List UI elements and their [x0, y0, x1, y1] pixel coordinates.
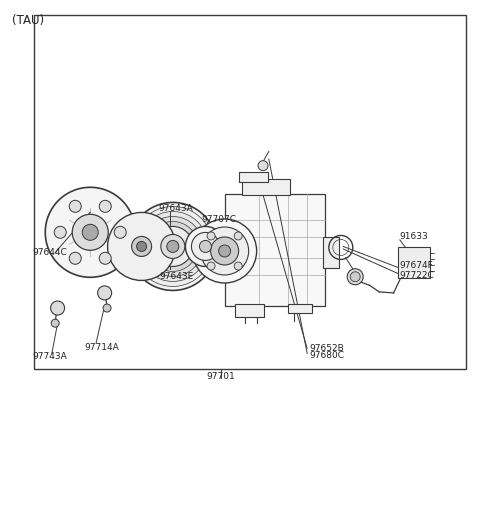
Circle shape	[114, 226, 126, 238]
Circle shape	[69, 200, 81, 212]
Text: 97643E: 97643E	[160, 272, 194, 281]
Circle shape	[50, 301, 65, 315]
Text: 97701: 97701	[206, 372, 235, 381]
Circle shape	[143, 217, 203, 276]
Circle shape	[148, 221, 198, 272]
Text: 97714A: 97714A	[84, 343, 119, 352]
Circle shape	[51, 319, 59, 327]
Bar	[225, 194, 325, 306]
Bar	[398, 247, 430, 278]
Circle shape	[347, 269, 363, 285]
Circle shape	[45, 187, 135, 277]
Bar	[235, 304, 264, 317]
Circle shape	[350, 272, 360, 282]
Text: 97743A: 97743A	[33, 352, 67, 361]
Circle shape	[69, 252, 81, 264]
Circle shape	[207, 232, 215, 240]
Circle shape	[211, 237, 239, 265]
Circle shape	[192, 219, 257, 283]
Text: 97644C: 97644C	[33, 248, 67, 257]
Circle shape	[234, 232, 242, 240]
Circle shape	[82, 224, 98, 240]
Circle shape	[97, 286, 112, 300]
Circle shape	[133, 207, 213, 286]
Circle shape	[103, 304, 111, 312]
Circle shape	[137, 241, 146, 251]
Circle shape	[201, 227, 249, 275]
Circle shape	[207, 262, 215, 270]
Text: 97680C: 97680C	[310, 350, 345, 360]
Circle shape	[219, 245, 231, 257]
Circle shape	[167, 240, 179, 252]
Circle shape	[161, 234, 185, 259]
Text: 97674F: 97674F	[400, 261, 433, 270]
Circle shape	[200, 240, 211, 252]
Circle shape	[129, 203, 217, 290]
Bar	[288, 304, 312, 313]
Circle shape	[185, 226, 226, 267]
Bar	[34, 15, 466, 369]
Circle shape	[192, 232, 219, 261]
Circle shape	[132, 236, 152, 257]
Bar	[323, 237, 339, 268]
Text: 97707C: 97707C	[202, 215, 237, 224]
Circle shape	[108, 213, 176, 280]
Text: 91633: 91633	[400, 232, 429, 241]
Text: (TAU): (TAU)	[12, 14, 44, 27]
Circle shape	[99, 200, 111, 212]
Bar	[239, 172, 268, 182]
Text: 97722C: 97722C	[400, 271, 434, 280]
Circle shape	[234, 262, 242, 270]
Text: 97643A: 97643A	[158, 204, 193, 213]
Text: 97652B: 97652B	[310, 344, 344, 353]
Circle shape	[258, 161, 268, 171]
Circle shape	[99, 252, 111, 264]
Bar	[242, 179, 290, 195]
Circle shape	[138, 212, 208, 281]
Circle shape	[72, 214, 108, 250]
Circle shape	[153, 226, 193, 267]
Circle shape	[54, 226, 66, 238]
